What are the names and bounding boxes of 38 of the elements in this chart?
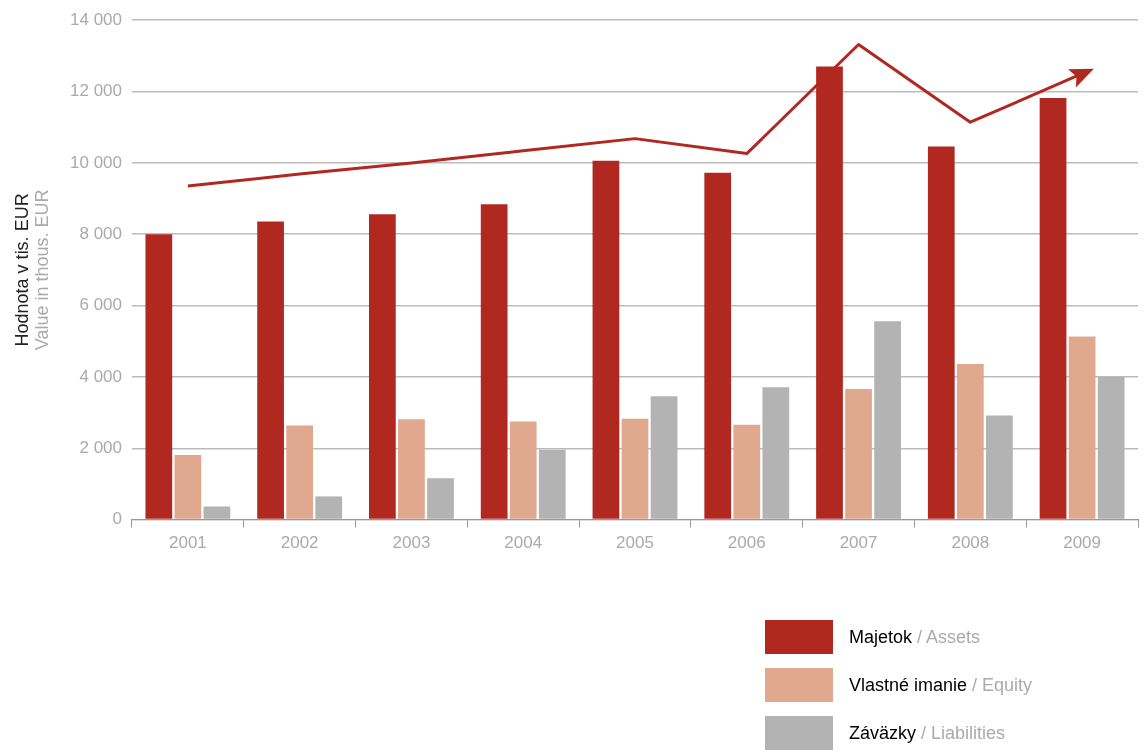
y-tick-label: 12 000	[70, 81, 122, 101]
y-tick-label: 0	[112, 509, 122, 529]
bar	[145, 234, 173, 519]
x-tick-label: 2001	[168, 533, 207, 553]
bar	[733, 424, 761, 519]
bar	[257, 221, 284, 519]
bar	[398, 419, 425, 519]
legend-label: Majetok / Assets	[849, 626, 981, 647]
bar	[1068, 336, 1096, 519]
y-tick-label: 10 000	[70, 152, 122, 172]
bar	[956, 364, 984, 519]
legend-label: Vlastné imanie / Equity	[849, 674, 1033, 695]
x-tick-label: 2005	[616, 533, 654, 553]
bar	[592, 160, 620, 519]
y-tick-label: 2 000	[79, 437, 122, 457]
x-tick-label: 2008	[951, 533, 990, 553]
y-tick-label: 6 000	[79, 295, 122, 315]
bar	[286, 425, 314, 519]
x-tick-label: 2003	[392, 533, 431, 553]
y-tick-label: 4 000	[79, 366, 122, 386]
bar	[369, 214, 396, 519]
bar	[704, 172, 732, 519]
bar	[174, 455, 202, 519]
x-tick-label: 2002	[280, 533, 319, 553]
bar	[845, 389, 872, 519]
x-tick-label: 2009	[1063, 533, 1102, 553]
x-tick-label: 2006	[727, 533, 766, 553]
y-tick-label: 8 000	[79, 223, 122, 243]
x-tick-label: 2004	[504, 533, 543, 553]
bar	[1039, 97, 1067, 519]
bar	[621, 418, 649, 519]
y-tick-label: 14 000	[70, 9, 122, 29]
x-tick-label: 2007	[839, 533, 878, 553]
bar	[509, 421, 537, 519]
bar	[480, 204, 508, 519]
bar	[927, 146, 955, 519]
legend-label: Záväzky / Liabilities	[849, 722, 1006, 743]
y-axis-title: Hodnota v tis. EUR Value in thous. EUR	[12, 189, 52, 351]
